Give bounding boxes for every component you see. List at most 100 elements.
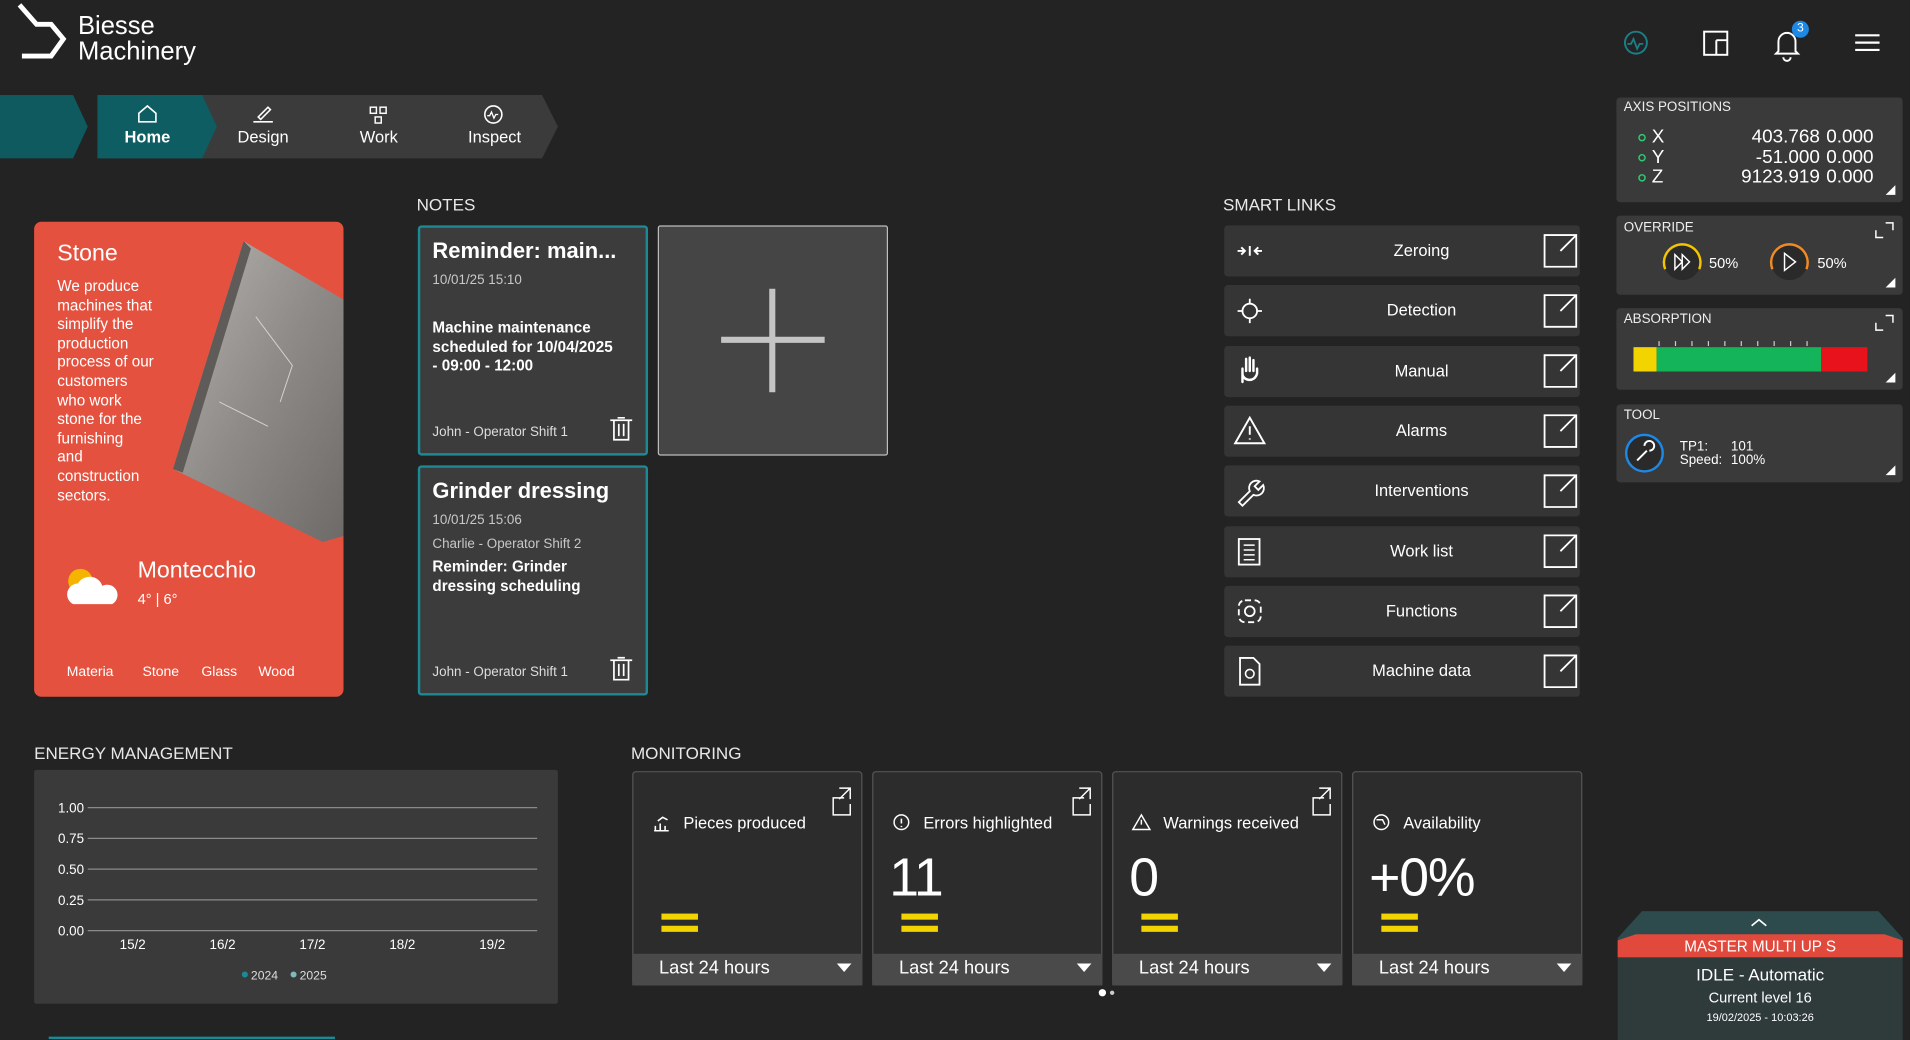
- monitor-card[interactable]: [872, 771, 1103, 986]
- material-tab[interactable]: Glass: [201, 665, 238, 680]
- icon-part: [1237, 479, 1265, 508]
- period-select: [632, 953, 863, 986]
- monitor-card[interactable]: [632, 771, 863, 986]
- logo-mark: [17, 3, 67, 59]
- external-icon: [1312, 787, 1331, 816]
- side-panel: [1616, 404, 1903, 483]
- smart-link[interactable]: [1224, 525, 1580, 577]
- knob: [1771, 243, 1808, 281]
- smart-link[interactable]: [1224, 225, 1580, 277]
- link-icon: [1237, 479, 1265, 508]
- axis-name: X: [1651, 126, 1665, 148]
- icon-part: [654, 816, 669, 832]
- design-icon: [253, 106, 273, 123]
- override-value: 50%: [1817, 254, 1847, 272]
- note-author: John - Operator Shift 1: [432, 665, 568, 680]
- link-icon: [1237, 298, 1262, 324]
- legend-label: 2025: [300, 968, 327, 982]
- note-card[interactable]: [417, 465, 649, 696]
- x-tick-label: 18/2: [389, 937, 415, 952]
- icon-part: [1237, 538, 1261, 566]
- nav-item[interactable]: Home: [124, 127, 171, 147]
- period-label[interactable]: Last 24 hours: [898, 957, 1010, 979]
- trend-bar: [1141, 913, 1178, 920]
- nav-item[interactable]: Work: [359, 127, 398, 147]
- link-icon: [1239, 656, 1261, 686]
- icon-part: [1243, 544, 1255, 561]
- icon-part: [1237, 246, 1262, 256]
- smart-link[interactable]: [1224, 645, 1580, 697]
- monitor-card[interactable]: [1112, 771, 1343, 986]
- metric-label: Errors highlighted: [923, 813, 1053, 832]
- y-tick-label: 0.25: [58, 893, 84, 908]
- period-select: [1352, 953, 1583, 986]
- cloud: [67, 576, 118, 605]
- card-description: production: [57, 334, 129, 352]
- x-tick-label: 15/2: [120, 937, 146, 952]
- smart-link[interactable]: [1224, 585, 1580, 637]
- corner: [1885, 277, 1896, 288]
- section-title: NOTES: [416, 194, 476, 215]
- work-icon: [374, 116, 382, 124]
- expand: [1875, 222, 1894, 239]
- corner: [1885, 185, 1896, 195]
- external-icon: [1543, 294, 1578, 328]
- period-label[interactable]: Last 24 hours: [1378, 957, 1490, 979]
- material-tab[interactable]: Wood: [258, 665, 295, 680]
- section-title: MONITORING: [630, 743, 742, 763]
- external-icon: [1543, 594, 1578, 628]
- icon-part: [1237, 298, 1262, 324]
- status-state: IDLE - Automatic: [1696, 964, 1825, 985]
- trash: [610, 656, 633, 681]
- nav-item[interactable]: Inspect: [468, 127, 522, 147]
- panel-title: AXIS POSITIONS: [1623, 99, 1731, 115]
- smart-link-label: Detection: [1386, 301, 1457, 320]
- axis-offset: 0.000: [1826, 166, 1874, 188]
- smart-link[interactable]: [1224, 345, 1580, 397]
- nav-item[interactable]: Design: [237, 127, 289, 147]
- inspect-icon: [487, 110, 499, 120]
- tool-glyph: [1636, 440, 1656, 462]
- period-label[interactable]: Last 24 hours: [1138, 957, 1250, 979]
- city: Montecchio: [137, 557, 257, 584]
- tool-label: Speed:: [1679, 453, 1723, 468]
- icon-part: [1131, 813, 1152, 831]
- nav-active: [97, 95, 217, 159]
- metric-value: 0: [1129, 847, 1159, 908]
- smart-link[interactable]: [1224, 285, 1580, 337]
- nav-track: [97, 95, 558, 159]
- smart-link[interactable]: [1224, 405, 1580, 457]
- note-body: - 09:00 - 12:00: [432, 356, 534, 374]
- period-label[interactable]: Last 24 hours: [658, 957, 770, 979]
- material-tab[interactable]: Stone: [142, 665, 180, 680]
- icon-part: [1241, 356, 1259, 384]
- material-tab[interactable]: Materia: [66, 665, 114, 680]
- monitor-card[interactable]: [1352, 771, 1583, 986]
- y-tick-label: 0.50: [58, 862, 84, 877]
- note-card[interactable]: [417, 225, 649, 456]
- smart-link[interactable]: [1224, 465, 1580, 517]
- x-tick-label: 16/2: [210, 937, 236, 952]
- external-icon: [1543, 354, 1578, 388]
- smart-link-label: Functions: [1385, 601, 1458, 620]
